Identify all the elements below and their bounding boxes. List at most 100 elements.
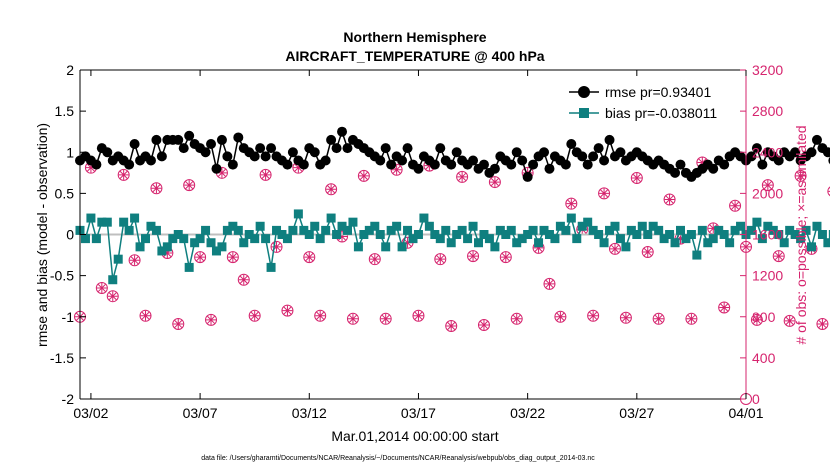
obs-assimilated-point [697,157,708,168]
rmse-point [719,159,730,170]
rmse-point [216,134,227,145]
rmse-point [560,159,571,170]
rmse-point [249,151,260,162]
bias-point [206,238,216,248]
obs-assimilated-point [140,310,151,321]
bias-point [648,221,658,231]
bias-point [353,242,363,252]
bias-point [179,234,189,244]
obs-possible-point [761,179,774,192]
obs-assimilated-point [730,200,741,211]
x-tick-label: 03/17 [401,405,436,421]
obs-possible-point [368,253,381,266]
obs-possible-point [357,169,370,182]
obs-assimilated-point [271,241,282,252]
obs-assimilated-point [817,318,828,329]
y-left-tick-label: 1 [66,144,74,160]
rmse-point [615,147,626,158]
obs-assimilated-point [620,312,631,323]
obs-possible-point [346,312,359,325]
bias-point [801,225,811,235]
obs-assimilated-point [675,233,686,244]
bias-point [255,221,265,231]
bias-point [555,221,565,231]
rmse-point [489,163,500,174]
obs-possible-point [139,309,152,322]
obs-assimilated-point [293,162,304,173]
rmse-point [528,159,539,170]
rmse-point [566,139,577,150]
obs-assimilated-point [337,231,348,242]
y-left-tick-label: -0.5 [50,268,74,284]
bias-point [643,230,653,239]
obs-possible-point [783,314,796,327]
rmse-point [746,151,757,162]
rmse-point [206,139,217,150]
bias-point [397,242,407,252]
rmse-point [222,151,233,162]
obs-assimilated-point [380,313,391,324]
bias-point [817,230,827,239]
bias-point [534,238,544,248]
rmse-point [233,132,244,143]
bias-point [441,225,451,235]
bias-point [211,246,221,256]
bias-point [615,234,625,244]
obs-assimilated-point [500,252,511,263]
y-left-tick-label: 2 [66,62,74,78]
bias-point [201,225,211,235]
bias-point [321,225,331,235]
legend-rmse-label: rmse pr=0.93401 [605,84,711,100]
rmse-point [178,143,189,154]
rmse-point [287,147,298,158]
bias-point [621,242,631,252]
rmse-point [282,159,293,170]
bias-point [244,230,254,239]
obs-possible-point [412,309,425,322]
bias-point [659,234,669,244]
obs-possible-point [467,250,480,263]
y-right-tick-label: 1600 [752,227,783,243]
rmse-point [506,159,517,170]
bias-point [435,234,445,244]
bias-point [512,238,522,248]
bias-point [779,238,789,248]
bias-point [463,234,473,244]
rmse-point [577,151,588,162]
bias-point [310,221,320,231]
obs-possible-point [237,273,250,286]
bias-point [768,225,778,235]
y-right-tick-label: 2400 [752,144,783,160]
bias-point [392,221,402,231]
rmse-point [200,147,211,158]
bias-point [228,221,238,231]
bias-point [141,234,151,244]
bias-point [495,225,505,235]
bias-point [272,225,282,235]
bias-point [130,213,140,223]
bias-point [326,213,336,223]
x-tick-label: 03/02 [73,405,108,421]
obs-assimilated-point [489,177,500,188]
rmse-point [151,134,162,145]
bias-point [304,230,314,239]
obs-possible-point [379,312,392,325]
rmse-point [773,155,784,166]
rmse-point [675,159,686,170]
rmse-point [446,159,457,170]
rmse-point [91,159,102,170]
y-left-tick-label: 0 [66,227,74,243]
rmse-point [806,147,817,158]
bias-point [408,234,418,244]
rmse-point [593,143,604,154]
obs-assimilated-point [358,170,369,181]
rmse-point [326,134,337,145]
bias-point [151,225,161,235]
obs-possible-point [226,251,239,264]
bias-point [266,262,276,272]
obs-assimilated-point [664,194,675,205]
obs-assimilated-point [424,160,435,171]
rmse-point [790,147,801,158]
obs-possible-point [619,311,632,324]
bias-point [348,217,358,227]
